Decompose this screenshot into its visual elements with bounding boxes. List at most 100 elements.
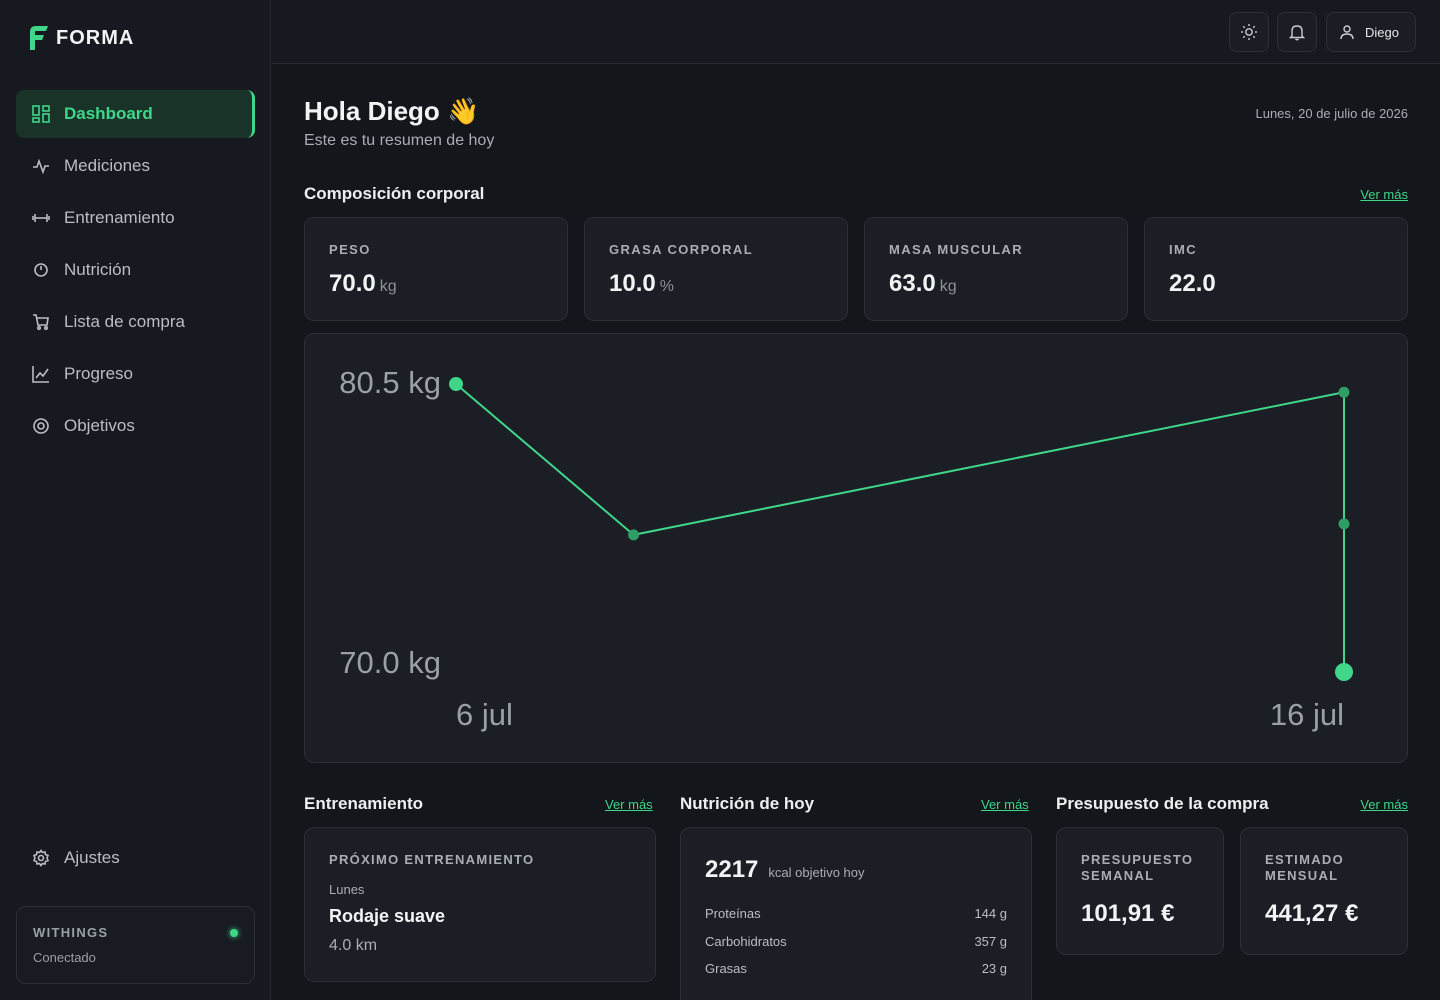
sidebar-item-label: Ajustes <box>64 848 120 867</box>
target-icon <box>32 417 50 435</box>
weight-data-point <box>1338 386 1350 398</box>
brand-name: FORMA <box>56 26 135 49</box>
weight-chart-card: 80.5 kg 70.0 kg 6 jul 16 jul <box>304 333 1408 763</box>
next-training-card[interactable]: PRÓXIMO ENTRENAMIENTO Lunes Rodaje suave… <box>304 827 656 982</box>
sidebar-item-progreso[interactable]: Progreso <box>16 350 255 398</box>
forma-logo-icon <box>30 26 48 50</box>
dashboard-icon <box>32 105 50 123</box>
sidebar: FORMA Dashboard Mediciones Entrenamiento… <box>0 0 271 1000</box>
metric-label: MASA MUSCULAR <box>889 242 1023 257</box>
sidebar-settings: Ajustes <box>16 834 255 886</box>
withings-title: WITHINGS <box>33 925 109 940</box>
pulse-icon <box>32 157 50 175</box>
weekly-budget-card[interactable]: PRESUPUESTO SEMANAL 101,91 € <box>1056 827 1224 955</box>
withings-status: Conectado <box>33 950 96 965</box>
user-icon <box>1340 25 1354 40</box>
page-subtitle: Este es tu resumen de hoy <box>304 132 495 149</box>
metric-value: 70.0 kg <box>329 270 397 297</box>
sidebar-item-ajustes[interactable]: Ajustes <box>16 834 255 882</box>
macro-name: Proteínas <box>705 906 761 921</box>
weight-series-line <box>455 383 1345 672</box>
metric-label: PESO <box>329 242 371 257</box>
notifications-button[interactable] <box>1277 12 1317 52</box>
kcal-target: 2217 kcal objetivo hoy <box>705 856 865 884</box>
weight-data-point <box>1338 518 1350 530</box>
metric-label: IMC <box>1169 242 1198 257</box>
monthly-estimate-label: ESTIMADO MENSUAL <box>1265 852 1345 883</box>
sidebar-item-lista-compra[interactable]: Lista de compra <box>16 298 255 346</box>
weekly-budget-value: 101,91 € <box>1081 900 1175 927</box>
metric-value: 22.0 <box>1169 270 1216 297</box>
weight-chart: 80.5 kg 70.0 kg 6 jul 16 jul <box>339 365 1353 732</box>
next-training-label: PRÓXIMO ENTRENAMIENTO <box>329 852 535 867</box>
sidebar-item-label: Progreso <box>64 364 133 383</box>
training-day: Lunes <box>329 882 365 897</box>
sidebar-item-label: Dashboard <box>64 104 153 123</box>
sidebar-item-label: Nutrición <box>64 260 132 279</box>
sidebar-item-objetivos[interactable]: Objetivos <box>16 402 255 450</box>
training-name: Rodaje suave <box>329 906 446 926</box>
monthly-estimate-card[interactable]: ESTIMADO MENSUAL 441,27 € <box>1240 827 1408 955</box>
sun-icon <box>1241 24 1257 40</box>
weekly-budget-label: PRESUPUESTO SEMANAL <box>1081 852 1194 883</box>
macro-value: 357 g <box>974 934 1007 949</box>
budget-see-more-link[interactable]: Ver más <box>1360 797 1408 812</box>
training-see-more-link[interactable]: Ver más <box>605 797 653 812</box>
macro-value: 144 g <box>974 906 1007 921</box>
metric-value: 10.0% <box>609 270 674 297</box>
nutrition-card[interactable]: 2217 kcal objetivo hoy Proteínas 144 g C… <box>680 827 1032 1000</box>
training-distance: 4.0 km <box>329 937 378 954</box>
metric-card-weight[interactable]: PESO 70.0 kg <box>304 217 568 321</box>
connection-status-dot <box>230 929 238 937</box>
metric-label: GRASA CORPORAL <box>609 242 754 257</box>
user-menu-button[interactable]: Diego <box>1326 12 1416 52</box>
topbar: Diego <box>272 0 1440 64</box>
sidebar-item-nutricion[interactable]: Nutrición <box>16 246 255 294</box>
macro-row-carbs: Carbohidratos 357 g <box>705 934 1007 949</box>
metric-card-body-fat[interactable]: GRASA CORPORAL 10.0% <box>584 217 848 321</box>
macro-row-protein: Proteínas 144 g <box>705 906 1007 921</box>
sidebar-item-label: Mediciones <box>64 156 150 175</box>
theme-toggle-button[interactable] <box>1229 12 1269 52</box>
composition-see-more-link[interactable]: Ver más <box>1360 187 1408 202</box>
budget-section-title: Presupuesto de la compra <box>1056 794 1269 813</box>
kcal-value: 2217 <box>705 856 759 883</box>
sidebar-nav: Dashboard Mediciones Entrenamiento Nutri… <box>16 90 255 454</box>
kcal-label: kcal objetivo hoy <box>768 865 865 880</box>
sidebar-item-dashboard[interactable]: Dashboard <box>16 90 255 138</box>
page-title: Hola Diego 👋 <box>304 96 480 126</box>
nutrition-section-title: Nutrición de hoy <box>680 794 815 813</box>
gear-icon <box>32 849 50 867</box>
brand-logo[interactable]: FORMA <box>28 24 134 52</box>
sidebar-item-mediciones[interactable]: Mediciones <box>16 142 255 190</box>
nutrition-see-more-link[interactable]: Ver más <box>981 797 1029 812</box>
composition-section-title: Composición corporal <box>304 184 485 203</box>
x-axis-end-label: 16 jul <box>1270 697 1344 732</box>
timer-icon <box>32 261 50 279</box>
monthly-estimate-value: 441,27 € <box>1265 900 1359 927</box>
x-axis-start-label: 6 jul <box>456 697 513 732</box>
weight-data-point <box>628 529 640 541</box>
macro-value: 23 g <box>981 961 1007 976</box>
trend-icon <box>32 365 50 383</box>
dumbbell-icon <box>32 209 50 227</box>
cart-icon <box>32 313 50 331</box>
sidebar-item-entrenamiento[interactable]: Entrenamiento <box>16 194 255 242</box>
sidebar-item-label: Lista de compra <box>64 312 185 331</box>
metric-value: 63.0 kg <box>889 270 957 297</box>
macro-name: Grasas <box>705 961 747 976</box>
weight-data-point <box>1335 663 1353 681</box>
macro-name: Carbohidratos <box>705 934 787 949</box>
current-date: Lunes, 20 de julio de 2026 <box>1255 106 1408 121</box>
metric-card-bmi[interactable]: IMC 22.0 <box>1144 217 1408 321</box>
y-axis-min-label: 70.0 kg <box>339 645 441 680</box>
metric-unit: kg <box>379 278 397 295</box>
metric-card-muscle-mass[interactable]: MASA MUSCULAR 63.0 kg <box>864 217 1128 321</box>
bell-icon <box>1288 25 1306 41</box>
weight-data-point <box>449 377 463 391</box>
sidebar-item-label: Entrenamiento <box>64 208 175 227</box>
training-section-title: Entrenamiento <box>304 794 424 813</box>
metric-unit: % <box>659 278 674 295</box>
y-axis-max-label: 80.5 kg <box>339 365 441 400</box>
withings-status-card[interactable]: WITHINGS Conectado <box>16 906 255 984</box>
